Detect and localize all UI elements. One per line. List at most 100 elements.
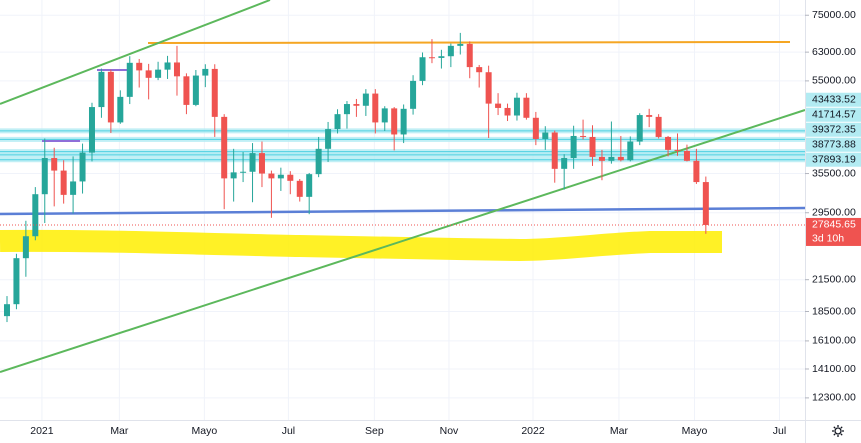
candle-body (136, 62, 143, 71)
candle-body (381, 108, 388, 123)
candle-body (164, 62, 171, 70)
level-label-bg (806, 152, 861, 167)
candle-body (391, 108, 398, 135)
candle-body (561, 158, 568, 169)
y-tick-label: 35500.00 (812, 167, 856, 179)
x-tick-label: Nov (440, 425, 459, 437)
candle-body (513, 97, 520, 116)
candle-body (674, 149, 681, 151)
candle-body (598, 156, 605, 161)
y-tick-label: 55000.00 (812, 75, 856, 87)
candle-body (315, 148, 322, 175)
candle-body (51, 158, 58, 171)
candle-body (70, 181, 77, 195)
candle-body (683, 150, 690, 161)
candle-body (542, 132, 549, 139)
price-label-bg (806, 217, 861, 246)
candle-body (230, 172, 237, 179)
y-tick-label: 21500.00 (812, 273, 856, 285)
level-label: 43433.52 (812, 94, 856, 106)
candle-body (447, 45, 454, 57)
candle-body (608, 156, 615, 161)
candle-body (693, 160, 700, 183)
level-label: 38773.88 (812, 139, 856, 151)
candle-body (325, 129, 332, 149)
candle-body (192, 75, 199, 105)
resistance-line (147, 41, 791, 44)
candle-body (655, 116, 662, 137)
candle-body (665, 136, 672, 150)
y-tick-label: 14100.00 (812, 363, 856, 375)
candle-body (173, 62, 180, 77)
candle-body (627, 141, 634, 161)
candle-body (258, 153, 265, 174)
gear-teeth (832, 425, 844, 437)
level-label-bg (806, 122, 861, 137)
candle-body (98, 71, 105, 108)
candle-body (22, 236, 29, 259)
settings-icon[interactable] (832, 425, 844, 437)
candle-body (268, 173, 275, 179)
support-line (0, 206, 806, 216)
candle-body (221, 116, 228, 179)
x-tick-label: Mar (610, 425, 629, 437)
y-tick-label: 16100.00 (812, 335, 856, 347)
x-tick-label: 2022 (521, 425, 545, 437)
trend-line (0, 109, 806, 373)
countdown-label: 3d 10h (812, 233, 844, 245)
candle-body (211, 68, 218, 117)
candle-body (438, 56, 445, 58)
candle-body (504, 107, 511, 116)
candle-body (334, 114, 341, 130)
candle-body (306, 174, 313, 197)
y-tick-label: 63000.00 (812, 46, 856, 58)
level-label-bg (806, 137, 861, 152)
y-tick-label: 12300.00 (812, 392, 856, 404)
level-label-bg (806, 107, 861, 122)
candle-body (145, 70, 152, 78)
candle-body (428, 57, 435, 59)
level-label: 41714.57 (812, 109, 856, 121)
candle-body (32, 194, 39, 237)
candle-body (589, 136, 596, 157)
x-tick-label: 2021 (30, 425, 54, 437)
candle-body (372, 93, 379, 123)
candle-body (287, 174, 294, 181)
highlight-band (0, 229, 722, 262)
candle-body (400, 108, 407, 135)
x-tick-label: Jul (282, 425, 295, 437)
candle-body (551, 132, 558, 169)
candle-body (410, 80, 417, 109)
candle-body (617, 156, 624, 161)
level-label: 37893.19 (812, 154, 856, 166)
candle-body (485, 72, 492, 104)
candle-body (88, 107, 95, 153)
trend-line (0, 0, 271, 105)
candle-body (466, 43, 473, 68)
candle-body (79, 152, 86, 182)
y-tick-label: 75000.00 (812, 9, 856, 21)
gear-center (834, 427, 842, 435)
candle-body (646, 115, 653, 117)
candle-layer (0, 32, 805, 323)
candle-body (580, 135, 587, 137)
candle-body (495, 103, 502, 108)
candle-body (117, 96, 124, 123)
x-tick-label: Mayo (682, 425, 708, 437)
candle-body (419, 57, 426, 81)
x-tick-label: Mar (110, 425, 129, 437)
candle-body (249, 153, 256, 172)
x-tick-label: Sep (365, 425, 384, 437)
candle-body (41, 158, 48, 195)
candle-body (523, 97, 530, 118)
candle-body (3, 304, 10, 317)
candle-body (240, 171, 247, 173)
candle-body (362, 93, 369, 106)
axis-layer: 75000.00 63000.00 55000.00 35500.00 29500.00… (30, 9, 861, 437)
candle-body (107, 71, 114, 123)
x-tick-label: Mayo (192, 425, 218, 437)
candle-body (60, 170, 67, 195)
candle-body (126, 62, 133, 97)
price-label: 27845.65 (812, 219, 856, 231)
candle-body (353, 104, 360, 106)
